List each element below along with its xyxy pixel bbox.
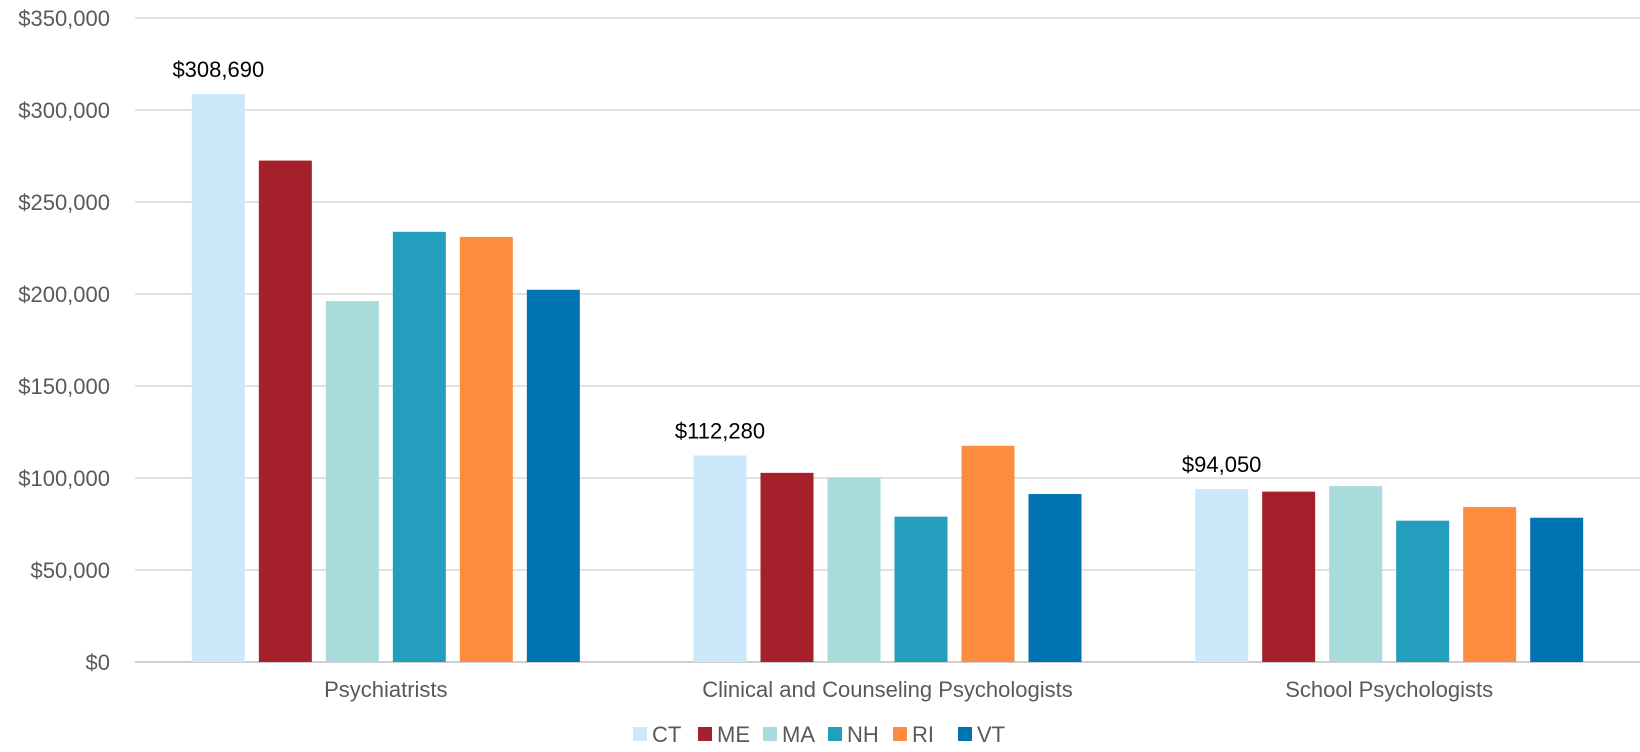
legend-swatch [633, 727, 647, 741]
bar-vt-0 [526, 289, 580, 662]
bars [191, 94, 1584, 663]
bar-ri-1 [961, 445, 1015, 662]
legend-label: MA [782, 722, 815, 747]
category-label: Psychiatrists [324, 677, 447, 702]
legend-item-vt: VT [958, 722, 1005, 747]
y-tick-label: $100,000 [18, 466, 110, 491]
legend-item-me: ME [698, 722, 750, 747]
bar-ct-1 [693, 455, 747, 662]
legend-swatch [698, 727, 712, 741]
bar-me-0 [258, 160, 312, 662]
y-tick-label: $300,000 [18, 98, 110, 123]
legend-item-ri: RI [893, 722, 934, 747]
legend-item-ma: MA [763, 722, 815, 747]
bar-nh-0 [392, 231, 446, 663]
bar-vt-2 [1530, 517, 1584, 662]
legend-swatch [893, 727, 907, 741]
bar-ri-2 [1463, 507, 1517, 662]
category-label: School Psychologists [1285, 677, 1493, 702]
y-tick-label: $200,000 [18, 282, 110, 307]
bar-nh-2 [1396, 520, 1450, 662]
legend-label: RI [912, 722, 934, 747]
legend-swatch [958, 727, 972, 741]
legend-item-ct: CT [633, 722, 681, 747]
bar-ct-0 [191, 94, 245, 663]
legend: CT ME MA NH RI VT [633, 722, 1005, 747]
bar-ma-0 [325, 300, 379, 662]
bar-me-2 [1262, 491, 1316, 662]
x-axis-category-labels: Psychiatrists Clinical and Counseling Psy… [324, 677, 1493, 702]
y-tick-label: $350,000 [18, 6, 110, 31]
data-label: $112,280 [675, 418, 765, 443]
y-axis-tick-labels: $0 $50,000 $100,000 $150,000 $200,000 $250,00… [18, 6, 110, 675]
legend-label: VT [977, 722, 1005, 747]
bar-nh-1 [894, 516, 948, 662]
y-tick-label: $250,000 [18, 190, 110, 215]
legend-swatch [828, 727, 842, 741]
legend-label: ME [717, 722, 750, 747]
legend-item-nh: NH [828, 722, 879, 747]
bar-ri-0 [459, 236, 513, 662]
y-tick-label: $50,000 [30, 558, 110, 583]
legend-label: CT [652, 722, 681, 747]
data-label: $308,690 [172, 57, 264, 82]
category-label: Clinical and Counseling Psychologists [702, 677, 1073, 702]
legend-swatch [763, 727, 777, 741]
gridlines [135, 17, 1640, 663]
bar-ma-2 [1329, 486, 1383, 662]
legend-label: NH [847, 722, 879, 747]
bar-ma-1 [827, 477, 881, 662]
bar-ct-2 [1195, 488, 1249, 662]
y-tick-label: $0 [86, 650, 110, 675]
data-label: $94,050 [1182, 452, 1262, 477]
data-labels: $308,690 $112,280 $94,050 [172, 57, 1261, 477]
bar-vt-1 [1028, 494, 1082, 662]
bar-me-1 [760, 472, 814, 662]
y-tick-label: $150,000 [18, 374, 110, 399]
